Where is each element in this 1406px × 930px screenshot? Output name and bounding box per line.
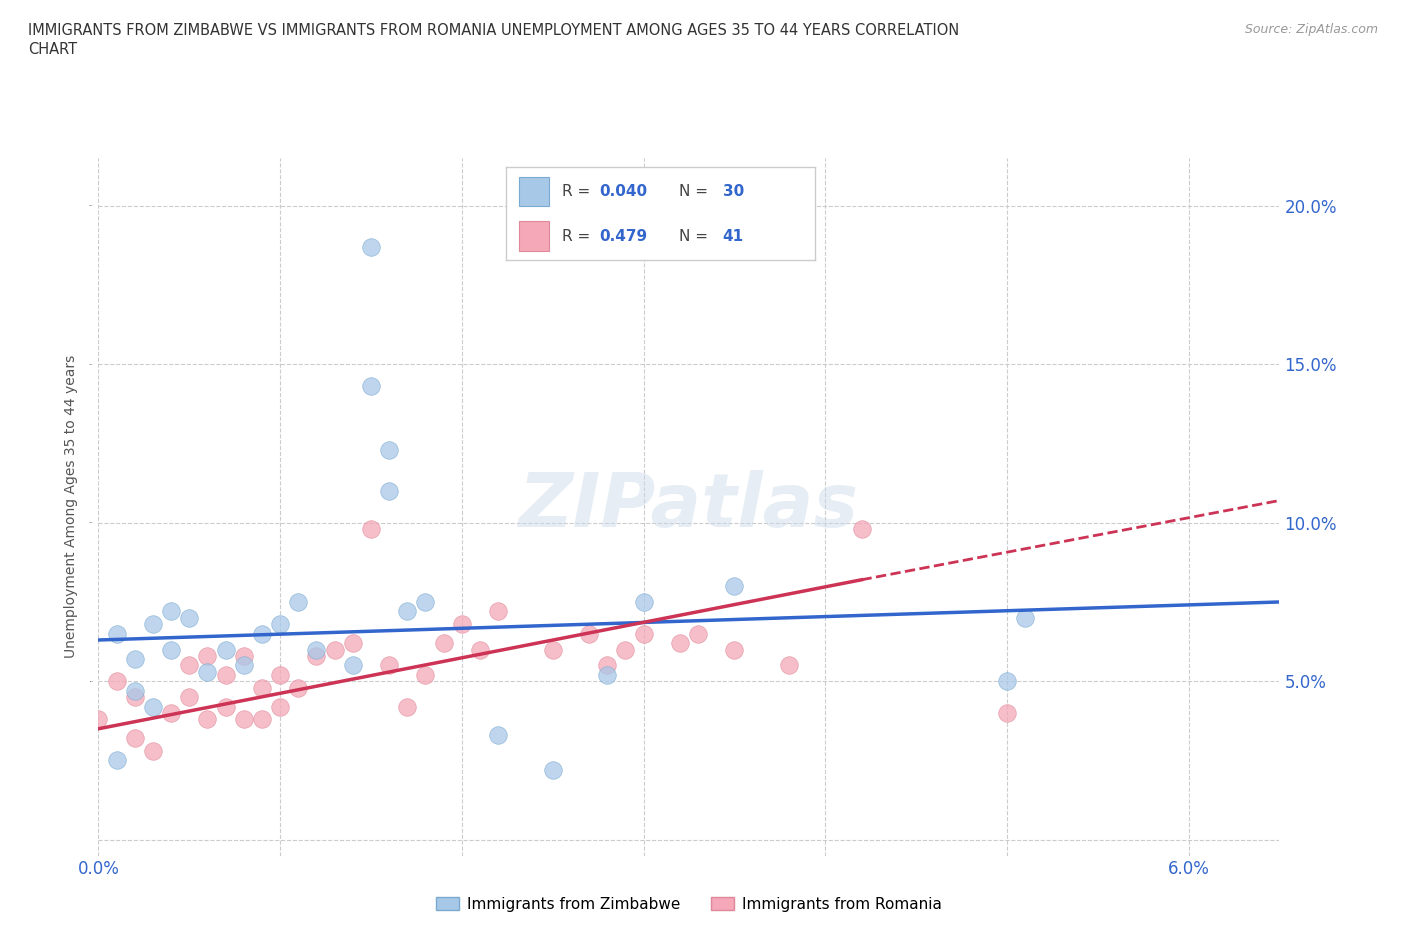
Text: Source: ZipAtlas.com: Source: ZipAtlas.com [1244, 23, 1378, 36]
Point [197, 664, 219, 679]
Point [378, 658, 401, 672]
Text: N =: N = [679, 229, 713, 244]
Point [396, 604, 419, 619]
Point [450, 617, 472, 631]
Point [269, 668, 291, 683]
Text: R =: R = [562, 229, 595, 244]
FancyBboxPatch shape [519, 177, 550, 206]
Point [160, 706, 183, 721]
Point [287, 594, 309, 609]
Point [468, 642, 491, 657]
Point [596, 658, 619, 672]
Point [995, 706, 1018, 721]
Point [486, 727, 509, 742]
Point [378, 443, 401, 458]
Point [269, 617, 291, 631]
Point [179, 610, 201, 625]
Legend: Immigrants from Zimbabwe, Immigrants from Romania: Immigrants from Zimbabwe, Immigrants fro… [430, 890, 948, 918]
Text: 0.040: 0.040 [599, 184, 647, 199]
Point [232, 658, 254, 672]
Text: IMMIGRANTS FROM ZIMBABWE VS IMMIGRANTS FROM ROMANIA UNEMPLOYMENT AMONG AGES 35 T: IMMIGRANTS FROM ZIMBABWE VS IMMIGRANTS F… [28, 23, 959, 38]
Point [214, 642, 236, 657]
Point [541, 763, 564, 777]
Point [342, 636, 364, 651]
Point [105, 673, 128, 688]
Point [250, 711, 273, 726]
Point [124, 684, 146, 698]
Point [124, 652, 146, 667]
Point [179, 658, 201, 672]
Point [232, 711, 254, 726]
Point [686, 626, 709, 641]
Text: ZIPatlas: ZIPatlas [519, 471, 859, 543]
Y-axis label: Unemployment Among Ages 35 to 44 years: Unemployment Among Ages 35 to 44 years [65, 355, 79, 658]
Point [305, 648, 328, 663]
Point [214, 699, 236, 714]
Point [232, 648, 254, 663]
Point [851, 522, 873, 537]
Text: 0.479: 0.479 [599, 229, 647, 244]
Point [415, 594, 437, 609]
Point [995, 673, 1018, 688]
Point [179, 690, 201, 705]
Point [723, 642, 745, 657]
Point [105, 626, 128, 641]
Point [197, 711, 219, 726]
Point [723, 578, 745, 593]
Point [269, 699, 291, 714]
Point [197, 648, 219, 663]
Text: R =: R = [562, 184, 595, 199]
Point [160, 642, 183, 657]
Point [250, 680, 273, 695]
Point [87, 711, 110, 726]
Point [433, 636, 456, 651]
Point [124, 731, 146, 746]
Point [360, 522, 382, 537]
Point [160, 604, 183, 619]
Text: CHART: CHART [28, 42, 77, 57]
Point [323, 642, 346, 657]
Point [287, 680, 309, 695]
Text: 30: 30 [723, 184, 744, 199]
Point [486, 604, 509, 619]
Point [596, 668, 619, 683]
Point [124, 690, 146, 705]
Point [396, 699, 419, 714]
Point [142, 744, 165, 759]
Point [378, 484, 401, 498]
Point [250, 626, 273, 641]
Point [415, 668, 437, 683]
Point [614, 642, 637, 657]
Point [214, 668, 236, 683]
Point [669, 636, 692, 651]
Point [541, 642, 564, 657]
Point [142, 699, 165, 714]
Point [633, 594, 655, 609]
Point [360, 239, 382, 254]
Point [360, 379, 382, 393]
Point [342, 658, 364, 672]
Point [578, 626, 600, 641]
Point [633, 626, 655, 641]
Text: 41: 41 [723, 229, 744, 244]
Point [142, 617, 165, 631]
Point [105, 753, 128, 768]
FancyBboxPatch shape [519, 221, 550, 251]
Point [305, 642, 328, 657]
Point [1014, 610, 1036, 625]
Text: N =: N = [679, 184, 713, 199]
Point [778, 658, 800, 672]
